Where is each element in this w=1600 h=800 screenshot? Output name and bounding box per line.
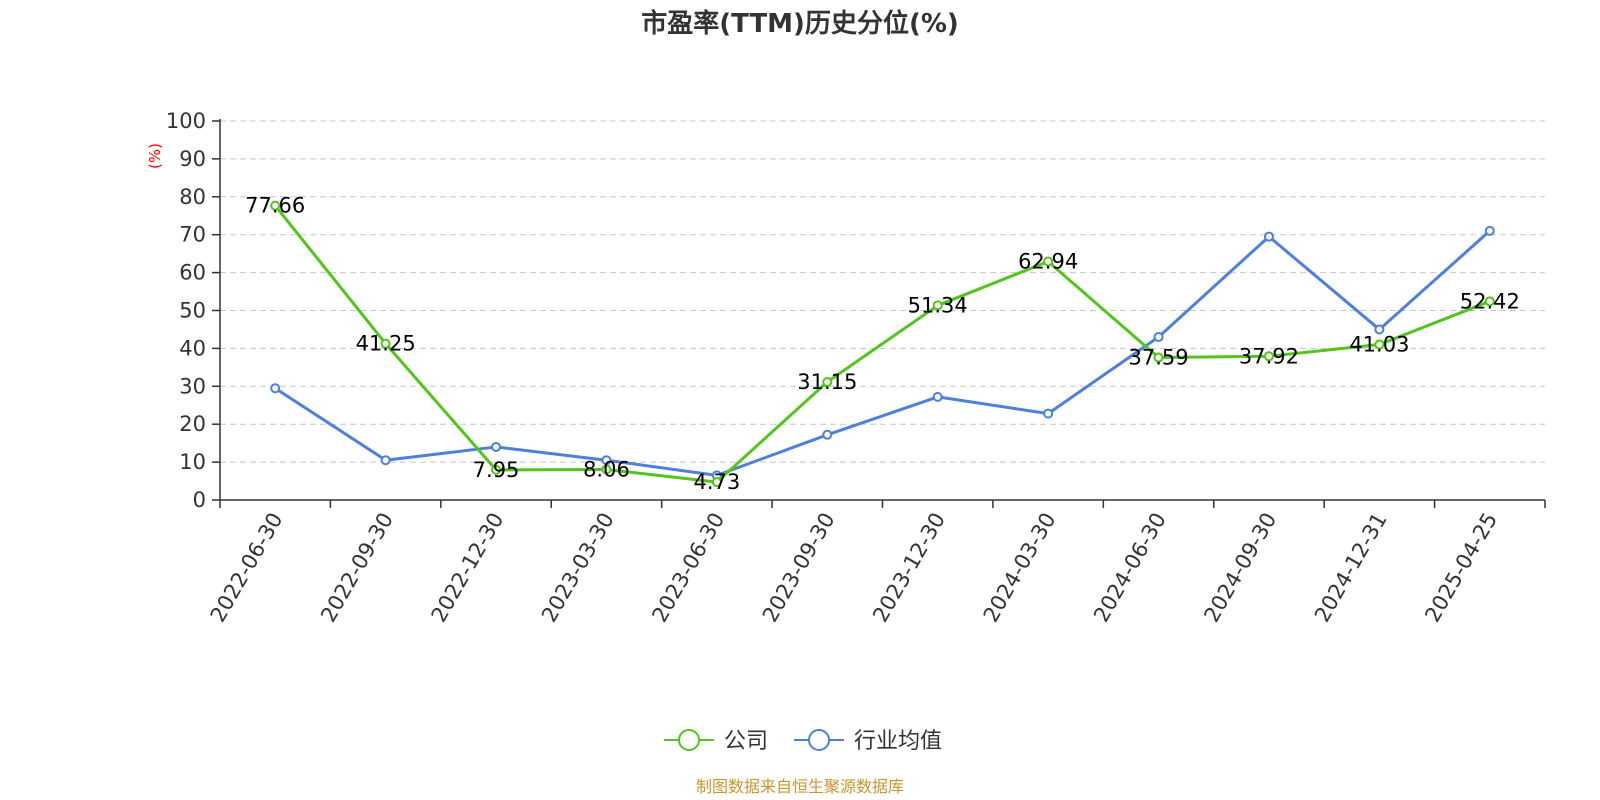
legend-label: 行业均值: [854, 729, 942, 754]
x-tick-label: 2024-03-30: [979, 509, 1061, 627]
chart-title: 市盈率(TTM)历史分位(%): [641, 8, 959, 39]
data-label: 4.73: [693, 470, 740, 494]
data-label: 62.94: [1018, 249, 1078, 273]
x-tick-label: 2023-12-30: [868, 509, 950, 627]
x-tick-label: 2023-06-30: [647, 509, 729, 627]
data-label: 8.06: [583, 457, 630, 481]
legend-item-industry[interactable]: 行业均值: [794, 729, 942, 754]
y-tick-labels: 0 10 20 30 40 50 60 70 80 90 100: [166, 109, 220, 512]
legend-label: 公司: [724, 729, 768, 754]
data-point[interactable]: [1263, 231, 1274, 242]
data-point[interactable]: [1263, 351, 1274, 362]
data-point[interactable]: [1374, 324, 1385, 335]
data-point[interactable]: [932, 300, 943, 311]
data-label: 77.66: [245, 194, 305, 218]
data-label: 52.42: [1460, 289, 1520, 313]
source-note: 制图数据来自恒生聚源数据库: [696, 777, 904, 796]
data-point[interactable]: [270, 200, 281, 211]
series-line-company: [274, 204, 1491, 484]
data-point[interactable]: [601, 455, 612, 466]
axes: [219, 119, 1545, 501]
x-tick-label: 2024-06-30: [1089, 509, 1171, 627]
legend-item-company[interactable]: 公司: [664, 729, 768, 754]
data-point[interactable]: [1484, 296, 1495, 307]
x-tick-label: 2023-09-30: [758, 509, 840, 627]
data-label: 41.03: [1349, 332, 1409, 356]
data-label: 37.92: [1239, 344, 1299, 368]
data-label: 31.15: [797, 370, 857, 394]
y-tick-label: 30: [179, 374, 206, 398]
data-point[interactable]: [1374, 339, 1385, 350]
data-label: 41.25: [356, 332, 416, 356]
legend-marker: [678, 729, 700, 751]
y-axis-unit: (%): [146, 143, 164, 169]
x-tick-label: 2025-04-25: [1420, 509, 1502, 627]
y-tick-label: 20: [179, 412, 206, 436]
y-tick-label: 70: [179, 223, 206, 247]
data-point[interactable]: [1043, 408, 1054, 419]
x-tick-label: 2022-09-30: [316, 509, 398, 627]
data-point[interactable]: [270, 383, 281, 394]
data-labels: 77.66 41.25 7.95 8.06 4.73 31.15 51.34 62.94 37.…: [245, 194, 1520, 494]
data-point[interactable]: [932, 391, 943, 402]
x-tick-labels: 2022-06-30 2022-09-30 2022-12-30 2023-03-30…: [206, 500, 1546, 627]
data-point[interactable]: [380, 455, 391, 466]
data-point[interactable]: [822, 429, 833, 440]
y-tick-label: 80: [179, 185, 206, 209]
grid-lines: [220, 120, 1545, 463]
y-tick-label: 60: [179, 261, 206, 285]
data-label: 51.34: [908, 293, 968, 317]
data-point[interactable]: [1153, 352, 1164, 363]
legend[interactable]: 公司 行业均值: [664, 729, 942, 754]
data-point[interactable]: [822, 376, 833, 387]
y-tick-label: 0: [193, 488, 206, 512]
y-tick-label: 40: [179, 336, 206, 360]
data-label: 7.95: [473, 458, 520, 482]
x-tick-label: 2023-03-30: [537, 509, 619, 627]
data-point[interactable]: [1484, 225, 1495, 236]
series-group: [270, 200, 1495, 488]
legend-marker: [808, 729, 830, 751]
data-point[interactable]: [491, 441, 502, 452]
data-label: 37.59: [1128, 346, 1188, 370]
data-point[interactable]: [711, 477, 722, 488]
y-tick-label: 10: [179, 450, 206, 474]
x-tick-label: 2022-12-30: [427, 509, 509, 627]
y-tick-label: 50: [179, 299, 206, 323]
y-tick-label: 90: [179, 147, 206, 171]
data-point[interactable]: [491, 464, 502, 475]
data-point[interactable]: [601, 464, 612, 475]
data-point[interactable]: [1153, 332, 1164, 343]
y-tick-label: 100: [166, 109, 206, 133]
x-tick-label: 2024-12-31: [1310, 509, 1392, 627]
x-tick-label: 2022-06-30: [206, 509, 288, 627]
x-tick-label: 2024-09-30: [1199, 509, 1281, 627]
data-point[interactable]: [1043, 256, 1054, 267]
data-point[interactable]: [380, 338, 391, 349]
